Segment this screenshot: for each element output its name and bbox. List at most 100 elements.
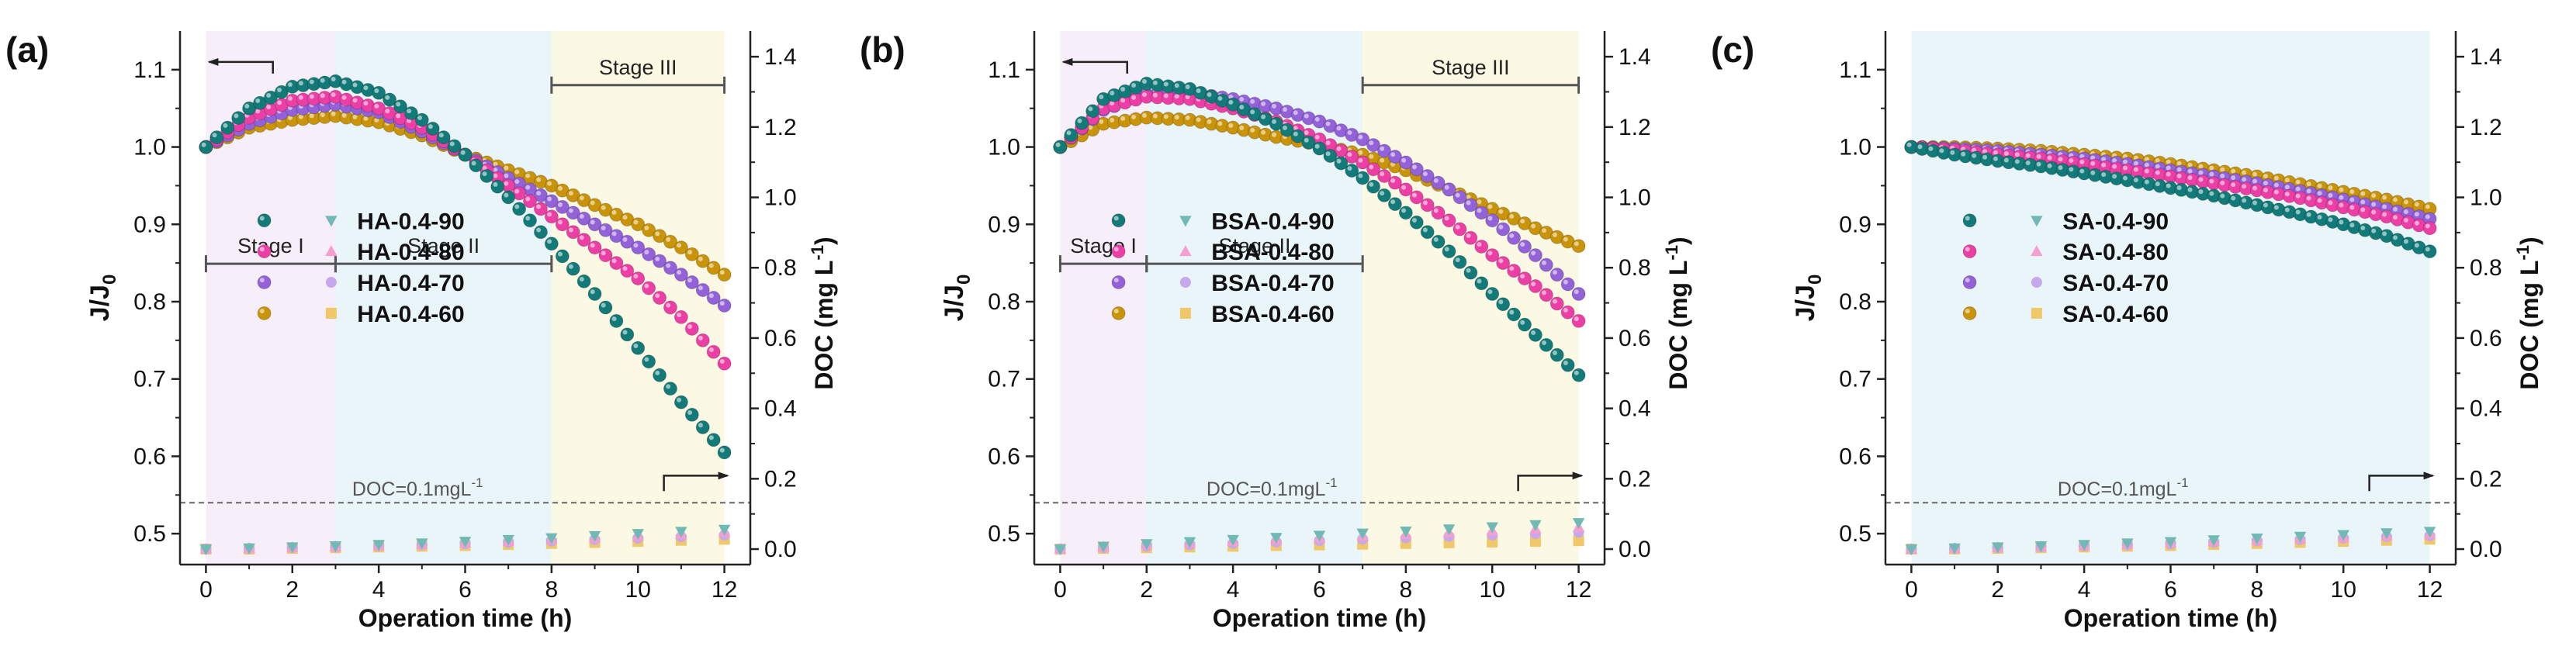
left-y-tick-label: 0.8 — [1839, 289, 1871, 315]
flux-point-highlight — [320, 112, 325, 118]
flux-point-highlight — [1520, 274, 1525, 279]
doc-point — [1573, 535, 1584, 547]
doc-point — [459, 537, 472, 548]
right-y-tick-label: 0.4 — [1619, 396, 1651, 422]
doc-point — [1905, 544, 1918, 556]
doc-point — [1992, 542, 2004, 554]
x-axis-label: Operation time (h) — [2064, 604, 2278, 632]
flux-point-highlight — [2295, 186, 2301, 192]
flux-point-highlight — [493, 173, 498, 178]
doc-point — [372, 540, 385, 551]
legend-label: SA-0.4-70 — [2062, 271, 2169, 296]
doc-point — [416, 538, 428, 550]
legend-flux-marker — [1962, 306, 1977, 320]
doc-point — [1227, 534, 1239, 546]
flux-point-highlight — [1972, 153, 1977, 158]
legend-doc-marker — [1179, 277, 1191, 288]
flux-point-highlight — [1433, 237, 1439, 242]
flux-point-highlight — [525, 185, 531, 190]
x-tick-label: 6 — [1313, 577, 1326, 603]
flux-point — [480, 168, 494, 183]
left-y-tick-label: 1.0 — [133, 135, 166, 161]
flux-point-highlight — [1917, 144, 1923, 150]
flux-point-highlight — [666, 302, 671, 308]
flux-point — [631, 271, 646, 286]
flux-point-highlight — [1455, 224, 1460, 230]
flux-point — [1560, 358, 1575, 372]
flux-point-highlight — [2273, 175, 2279, 181]
flux-series-3 — [1904, 140, 2437, 259]
flux-point-highlight — [2284, 185, 2290, 190]
flux-point-highlight — [536, 177, 542, 182]
doc-point — [2251, 534, 2263, 545]
flux-point-highlight — [438, 133, 444, 138]
flux-point-highlight — [2231, 168, 2236, 174]
right-y-tick-label: 0.2 — [764, 466, 797, 492]
flux-point-highlight — [460, 150, 466, 155]
flux-point-highlight — [2187, 175, 2193, 181]
flux-point — [598, 300, 613, 315]
flux-point — [544, 237, 559, 251]
flux-point-highlight — [719, 358, 725, 364]
flux-point-highlight — [677, 313, 682, 318]
flux-point-highlight — [655, 293, 660, 299]
flux-point — [1571, 313, 1586, 328]
left-y-axis-label-subscript: 0 — [99, 275, 120, 285]
flux-point-highlight — [1542, 290, 1547, 295]
flux-point-highlight — [719, 447, 725, 453]
legend-flux-marker-highlight — [1965, 247, 1970, 252]
flux-point-highlight — [719, 270, 725, 275]
flux-point-highlight — [590, 243, 595, 248]
left-y-tick-label: 0.7 — [988, 367, 1020, 392]
flux-point-highlight — [601, 302, 606, 308]
doc-threshold-label: DOC=0.1mgL-1 — [1207, 475, 1338, 500]
legend-doc-marker — [325, 307, 337, 319]
flux-point-highlight — [1163, 93, 1169, 98]
flux-point-highlight — [363, 85, 369, 91]
flux-point-highlight — [2371, 193, 2377, 199]
right-y-tick-label: 1.2 — [2470, 115, 2502, 140]
flux-point-highlight — [590, 200, 595, 206]
doc-threshold-label-superscript: -1 — [2176, 475, 2188, 490]
legend-flux-marker-highlight — [1965, 216, 1970, 221]
flux-point-highlight — [2242, 184, 2247, 189]
flux-point-highlight — [2220, 167, 2225, 172]
flux-point-highlight — [2144, 162, 2149, 168]
flux-point-highlight — [1314, 143, 1320, 149]
legend-doc-marker — [1179, 245, 1192, 257]
left-axis-arrow — [207, 57, 274, 74]
flux-point-highlight — [352, 98, 358, 103]
flux-point-highlight — [1444, 247, 1449, 252]
flux-point-highlight — [1185, 94, 1190, 99]
legend-flux-marker-highlight — [1113, 247, 1119, 252]
flux-point-highlight — [2339, 187, 2344, 192]
flux-point-highlight — [2112, 164, 2117, 169]
flux-point-highlight — [1055, 142, 1061, 147]
flux-point-highlight — [2198, 189, 2204, 195]
flux-point — [1539, 257, 1553, 272]
flux-point-highlight — [2069, 157, 2074, 163]
flux-point-highlight — [2198, 177, 2204, 182]
flux-point-highlight — [666, 263, 671, 268]
left-y-tick-label: 1.1 — [988, 57, 1020, 83]
doc-point — [2207, 535, 2220, 547]
flux-point-highlight — [622, 237, 628, 242]
flux-point-highlight — [223, 123, 228, 128]
flux-point — [609, 313, 624, 328]
flux-point-highlight — [2317, 191, 2322, 196]
flux-point-highlight — [1574, 241, 1579, 247]
flux-point-highlight — [1433, 178, 1439, 183]
flux-point-highlight — [266, 92, 272, 98]
flux-point-highlight — [2425, 223, 2430, 229]
flux-point — [663, 300, 677, 315]
flux-point-highlight — [2393, 235, 2398, 240]
flux-point-highlight — [1217, 121, 1223, 126]
flux-point-highlight — [2403, 199, 2408, 205]
flux-point-highlight — [1509, 266, 1515, 271]
flux-point — [1549, 268, 1564, 282]
flux-point-highlight — [2403, 239, 2408, 244]
flux-point-highlight — [212, 133, 217, 138]
flux-point-highlight — [590, 219, 595, 225]
flux-point — [1075, 116, 1089, 130]
left-y-tick-label: 1.1 — [1839, 57, 1871, 83]
